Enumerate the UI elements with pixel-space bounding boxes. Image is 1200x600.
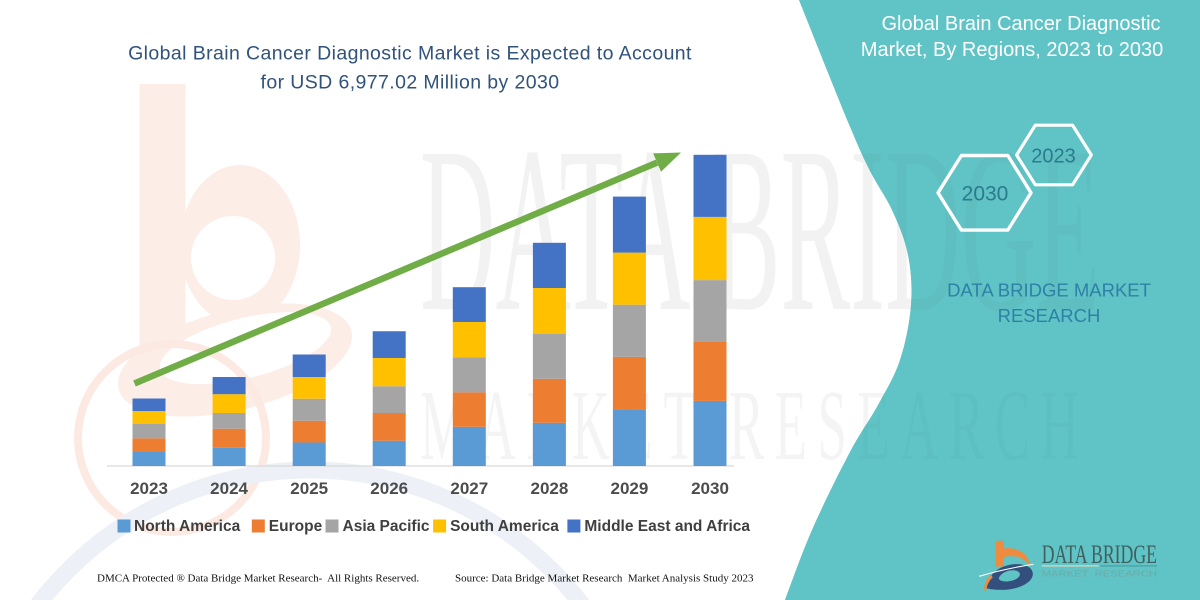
svg-text:2028: 2028 <box>530 479 568 498</box>
svg-text:Global Brain Cancer Diagnostic: Global Brain Cancer Diagnostic <box>881 13 1160 35</box>
svg-text:DATA BRIDGE MARKET: DATA BRIDGE MARKET <box>947 279 1151 300</box>
svg-text:Middle East and Africa: Middle East and Africa <box>584 518 750 535</box>
svg-text:Market, By Regions, 2023 to 20: Market, By Regions, 2023 to 2030 <box>861 39 1163 61</box>
svg-text:2023: 2023 <box>1031 146 1076 168</box>
svg-text:2027: 2027 <box>450 479 488 498</box>
svg-text:RESEARCH: RESEARCH <box>998 305 1101 326</box>
svg-text:2025: 2025 <box>290 479 328 498</box>
svg-text:2029: 2029 <box>610 479 648 498</box>
svg-text:MARKET RESEARCH: MARKET RESEARCH <box>1042 569 1158 578</box>
svg-text:for USD 6,977.02 Million by 20: for USD 6,977.02 Million by 2030 <box>261 72 560 94</box>
svg-text:2024: 2024 <box>210 479 248 498</box>
svg-text:Source: Data Bridge Market Res: Source: Data Bridge Market Research Mark… <box>455 573 754 585</box>
svg-text:2026: 2026 <box>370 479 408 498</box>
svg-text:DATA BRIDGE: DATA BRIDGE <box>1042 540 1157 569</box>
svg-text:Global Brain Cancer Diagnostic: Global Brain Cancer Diagnostic Market is… <box>128 43 692 65</box>
svg-text:Europe: Europe <box>269 518 323 535</box>
svg-text:DMCA Protected ® Data Bridge M: DMCA Protected ® Data Bridge Market Rese… <box>97 573 419 585</box>
svg-text:2030: 2030 <box>962 183 1009 206</box>
svg-text:Asia Pacific: Asia Pacific <box>343 518 430 535</box>
svg-text:2030: 2030 <box>691 479 729 498</box>
svg-text:2023: 2023 <box>130 479 168 498</box>
svg-text:North America: North America <box>134 518 241 535</box>
svg-text:South America: South America <box>450 518 559 535</box>
